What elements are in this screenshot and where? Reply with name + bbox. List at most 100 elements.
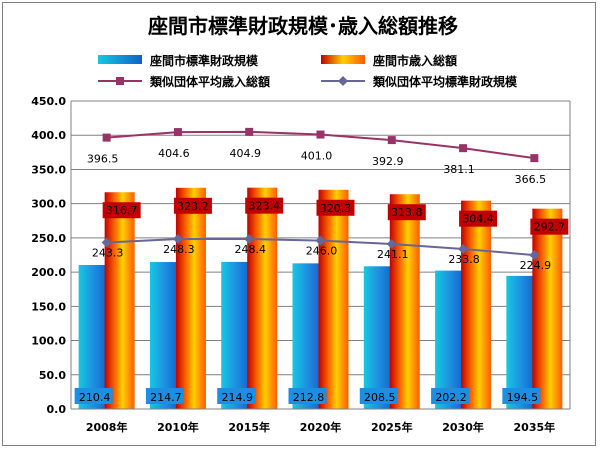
bar-data-label: 208.5: [364, 391, 396, 404]
chart-title: 座間市標準財政規模･歳入総額推移: [148, 14, 458, 38]
bar-total-revenue: [318, 189, 349, 409]
bar-label-bg: [530, 218, 569, 235]
bar-data-label: 323.4: [248, 200, 280, 213]
bar-label-bg: [359, 388, 398, 404]
legend-marker: [338, 76, 348, 86]
bar-label-bg: [217, 388, 256, 404]
bar-data-label: 323.2: [177, 200, 209, 213]
legend-marker: [116, 77, 124, 85]
x-tick-label: 2010年: [157, 420, 199, 434]
bar-data-label: 194.5: [507, 391, 539, 404]
bar-standard-fiscal-scale: [506, 275, 537, 409]
legend-swatch: [321, 55, 365, 64]
line-point: [315, 235, 326, 246]
legend-label: 類似団体平均標準財政規模: [372, 74, 518, 89]
bar-standard-fiscal-scale: [149, 262, 180, 409]
y-tick-label: 0.0: [47, 403, 67, 416]
legend-label: 類似団体平均歳入総額: [149, 74, 270, 89]
y-axis: 0.0 50.0 100.0 150.0 200.0 250.0 300.0 350.0 400…: [31, 95, 571, 416]
line-data-label: 248.3: [163, 243, 195, 256]
y-tick-label: 250.0: [31, 232, 66, 245]
bar-standard-fiscal-scale: [435, 270, 466, 409]
x-axis: 2008年 2010年 2015年 2020年 2025年 2030年 2035年: [71, 408, 570, 434]
y-tick-label: 200.0: [31, 266, 66, 279]
bar-data-label: 212.8: [293, 391, 325, 404]
line-point: [101, 237, 112, 248]
line-data-label: 392.9: [372, 155, 404, 168]
legend-swatch: [98, 55, 142, 64]
line-data-label: 404.6: [158, 147, 190, 160]
bar-data-label: 214.9: [221, 391, 253, 404]
bar-label-bg: [245, 197, 284, 214]
lines: 396.5 404.6 404.9 401.0 392.9 381.1 366.5 243.3…: [87, 127, 552, 272]
bar-standard-fiscal-scale: [363, 266, 394, 409]
line-data-label: 396.5: [87, 153, 119, 166]
line-data-label: 241.1: [377, 248, 409, 261]
line-data-label: 248.4: [234, 243, 266, 256]
bar-total-revenue: [247, 187, 278, 409]
y-tick-label: 50.0: [39, 369, 66, 382]
line-point: [530, 154, 539, 163]
bar-standard-fiscal-scale: [78, 264, 109, 409]
bar-label-bg: [502, 388, 541, 404]
bar-label-bg: [431, 388, 470, 404]
line-data-label: 224.9: [520, 259, 552, 272]
line-point: [316, 130, 325, 139]
line-data-label: 404.9: [229, 147, 261, 160]
line-point: [386, 238, 397, 249]
line-point: [244, 233, 255, 244]
bar-data-label: 313.8: [391, 206, 423, 219]
legend-label: 座間市歳入総額: [372, 53, 457, 68]
y-tick-label: 450.0: [31, 95, 66, 108]
bar-data-label: 210.4: [79, 391, 111, 404]
bar-data-label: 304.4: [462, 213, 494, 226]
x-tick-label: 2035年: [514, 420, 556, 434]
bar-total-revenue: [389, 194, 420, 409]
x-tick-label: 2025年: [371, 420, 413, 434]
bar-data-label: 292.7: [534, 221, 566, 234]
x-tick-label: 2030年: [442, 420, 484, 434]
chart-frame: 座間市標準財政規模･歳入総額推移 座間市標準財政規模 座間市歳入総額類似団体平均歳…: [2, 2, 596, 446]
bar-data-label: 202.2: [435, 391, 467, 404]
y-tick-label: 400.0: [31, 129, 66, 142]
legend-label: 座間市標準財政規模: [149, 53, 259, 68]
x-tick-label: 2015年: [228, 420, 270, 434]
bar-data-label: 214.7: [150, 391, 182, 404]
line-point: [172, 234, 183, 245]
bar-total-revenue: [175, 187, 206, 409]
line-data-label: 243.3: [92, 246, 124, 259]
y-tick-label: 300.0: [31, 198, 66, 211]
bar-label-bg: [74, 388, 113, 404]
line-point: [459, 144, 468, 153]
bar-total-revenue: [104, 192, 135, 409]
line-point: [387, 136, 396, 145]
line-point: [458, 243, 469, 254]
bar-standard-fiscal-scale: [292, 263, 323, 409]
chart: 座間市標準財政規模･歳入総額推移 座間市標準財政規模 座間市歳入総額類似団体平均歳…: [31, 14, 571, 434]
line-point: [529, 250, 540, 261]
bar-label-bg: [288, 388, 327, 404]
bars: 210.4 214.7 214.9 212.8 208.5 202.2 194.5 316.7…: [74, 187, 569, 409]
bar-label-bg: [102, 202, 141, 219]
line-point: [173, 128, 182, 137]
bar-label-bg: [173, 197, 212, 214]
y-tick-label: 350.0: [31, 163, 66, 176]
x-tick-label: 2008年: [86, 420, 128, 434]
line-point: [102, 133, 111, 142]
bar-label-bg: [387, 204, 426, 221]
bar-label-bg: [145, 388, 184, 404]
bar-label-bg: [459, 210, 498, 227]
bar-data-label: 316.7: [106, 204, 138, 217]
bar-total-revenue: [532, 208, 563, 409]
bar-label-bg: [316, 199, 355, 216]
line-data-label: 366.5: [515, 173, 547, 186]
bar-total-revenue: [461, 200, 492, 409]
x-tick-label: 2020年: [300, 420, 342, 434]
line-point: [245, 127, 254, 136]
line-data-label: 246.0: [306, 245, 338, 258]
line-data-label: 381.1: [443, 163, 475, 176]
y-tick-label: 150.0: [31, 300, 66, 313]
line-data-label: 233.8: [448, 253, 480, 266]
y-tick-label: 100.0: [31, 335, 66, 348]
